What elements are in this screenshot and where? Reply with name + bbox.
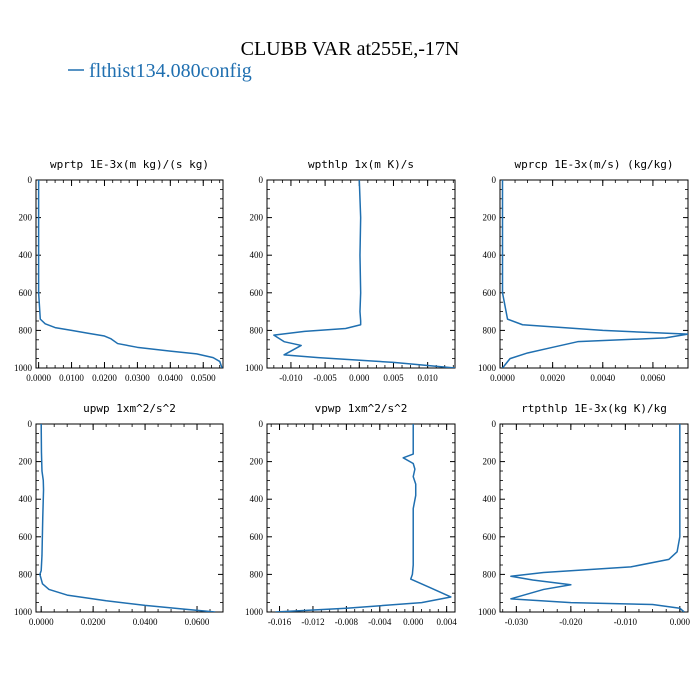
legend: flthist134.080config xyxy=(68,60,252,82)
y-tick-label: 200 xyxy=(19,213,33,223)
y-tick-label: 200 xyxy=(250,457,264,467)
x-tick-label: 0.0000 xyxy=(29,617,54,627)
y-tick-label: 200 xyxy=(483,457,497,467)
panel-grid: wprtp 1E-3x(m kg)/(s kg) 0 200 400 600 800 100… xyxy=(14,158,690,627)
y-tick-label: 1000 xyxy=(478,363,497,373)
y-tick-label: 600 xyxy=(250,532,264,542)
plot-panel-5: vpwp 1xm^2/s^2 0 200 400 600 800 1000 -0.016 -0.… xyxy=(245,402,457,627)
y-tick-label: 600 xyxy=(19,532,33,542)
x-tick-label: 0.004 xyxy=(437,617,458,627)
panel-title: wprcp 1E-3x(m/s) (kg/kg) xyxy=(515,158,674,171)
y-tick-label: 200 xyxy=(483,213,497,223)
x-tick-label: 0.0000 xyxy=(26,373,51,383)
plot-frame xyxy=(35,423,224,613)
y-tick-label: 0 xyxy=(259,419,264,429)
series-line xyxy=(273,180,455,368)
series-line xyxy=(275,424,452,612)
plot-panel-2: wpthlp 1x(m K)/s 0 200 400 600 800 1000 -0.010-… xyxy=(245,158,456,383)
y-tick-label: 0 xyxy=(28,175,33,185)
x-tick-label: -0.004 xyxy=(368,617,392,627)
panel-title: upwp 1xm^2/s^2 xyxy=(83,402,176,415)
y-tick-label: 0 xyxy=(259,175,264,185)
plot-panel-3: wprcp 1E-3x(m/s) (kg/kg) 0 200 400 600 800 100… xyxy=(478,158,689,383)
x-tick-label: -0.010 xyxy=(279,373,303,383)
x-tick-label: 0.0500 xyxy=(191,373,216,383)
figure-title: CLUBB VAR at255E,-17N xyxy=(241,38,460,60)
x-tick-label: 0.000 xyxy=(670,617,691,627)
x-tick-label: 0.0400 xyxy=(158,373,183,383)
y-tick-label: 0 xyxy=(492,175,497,185)
x-tick-label: -0.030 xyxy=(505,617,529,627)
y-tick-label: 800 xyxy=(19,569,33,579)
series-line xyxy=(510,424,685,612)
y-tick-label: 400 xyxy=(19,250,33,260)
x-tick-label: 0.0200 xyxy=(81,617,106,627)
x-tick-label: 0.005 xyxy=(383,373,404,383)
y-tick-label: 600 xyxy=(483,288,497,298)
x-tick-label: -0.008 xyxy=(335,617,359,627)
y-tick-label: 1000 xyxy=(14,607,33,617)
y-tick-label: 1000 xyxy=(245,607,264,617)
x-tick-label: -0.012 xyxy=(301,617,324,627)
series-line xyxy=(37,180,223,368)
x-tick-label: -0.005 xyxy=(313,373,337,383)
y-tick-label: 800 xyxy=(19,325,33,335)
y-tick-label: 400 xyxy=(483,250,497,260)
y-tick-label: 200 xyxy=(19,457,33,467)
plot-frame xyxy=(266,423,456,613)
x-tick-label: 0.0000 xyxy=(490,373,515,383)
y-tick-label: 800 xyxy=(483,569,497,579)
y-tick-label: 800 xyxy=(250,569,264,579)
x-tick-label: 0.0600 xyxy=(185,617,210,627)
y-tick-label: 200 xyxy=(250,213,264,223)
legend-label: flthist134.080config xyxy=(89,60,252,82)
y-tick-label: 600 xyxy=(19,288,33,298)
x-tick-label: 0.0060 xyxy=(641,373,666,383)
plot-panel-6: rtpthlp 1E-3x(kg K)/kg02004006008001000-… xyxy=(478,402,690,627)
plot-frame xyxy=(35,179,224,369)
x-tick-label: -0.010 xyxy=(614,617,638,627)
x-tick-label: 0.0020 xyxy=(540,373,565,383)
y-tick-label: 600 xyxy=(250,288,264,298)
panel-title: wpthlp 1x(m K)/s xyxy=(308,158,414,171)
y-tick-label: 1000 xyxy=(245,363,264,373)
x-tick-label: 0.0100 xyxy=(59,373,84,383)
panel-title: wprtp 1E-3x(m kg)/(s kg) xyxy=(50,158,209,171)
panel-title: vpwp 1xm^2/s^2 xyxy=(315,402,408,415)
x-tick-label: -0.016 xyxy=(268,617,292,627)
y-tick-label: 400 xyxy=(250,250,264,260)
plot-frame xyxy=(499,423,689,613)
x-tick-label: 0.0300 xyxy=(125,373,150,383)
x-tick-label: 0.0200 xyxy=(92,373,117,383)
x-tick-label: 0.000 xyxy=(349,373,370,383)
x-tick-label: 0.0400 xyxy=(133,617,158,627)
series-line xyxy=(39,424,216,612)
panel-title: rtpthlp 1E-3x(kg K)/kg xyxy=(521,402,667,415)
x-tick-label: 0.000 xyxy=(403,617,424,627)
y-tick-label: 0 xyxy=(28,419,33,429)
plot-panel-1: wprtp 1E-3x(m kg)/(s kg) 0 200 400 600 800 100… xyxy=(14,158,224,383)
x-tick-label: 0.010 xyxy=(418,373,439,383)
y-tick-label: 0 xyxy=(492,419,497,429)
y-tick-label: 400 xyxy=(483,494,497,504)
y-tick-label: 800 xyxy=(250,325,264,335)
y-tick-label: 400 xyxy=(19,494,33,504)
y-tick-label: 800 xyxy=(483,325,497,335)
y-tick-label: 1000 xyxy=(14,363,33,373)
y-tick-label: 400 xyxy=(250,494,264,504)
series-line xyxy=(501,180,688,368)
y-tick-label: 600 xyxy=(483,532,497,542)
x-tick-label: 0.0040 xyxy=(590,373,615,383)
x-tick-label: -0.020 xyxy=(559,617,583,627)
plot-frame xyxy=(499,179,689,369)
y-tick-label: 1000 xyxy=(478,607,497,617)
